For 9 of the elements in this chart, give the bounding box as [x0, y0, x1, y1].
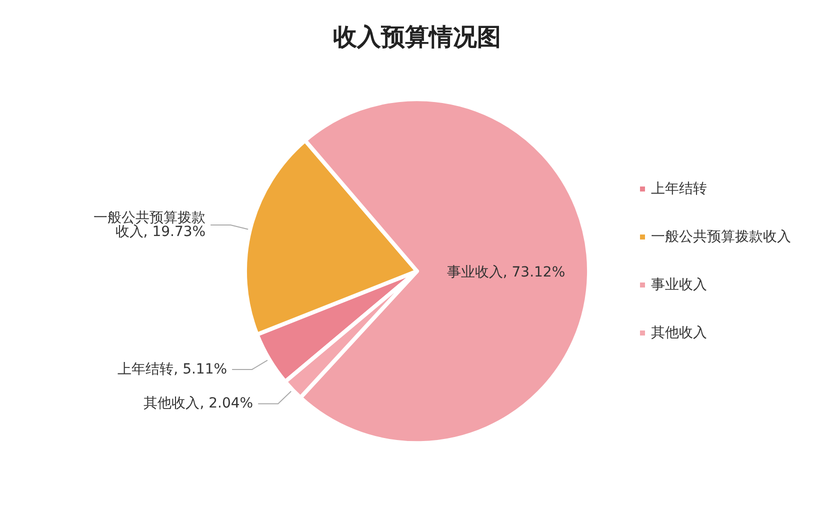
data-label: 其他收入, 2.04% [144, 396, 254, 412]
legend-label: 一般公共预算拨款收入 [651, 229, 791, 245]
legend-label: 上年结转 [651, 181, 707, 197]
data-label: 上年结转, 5.11% [118, 361, 228, 378]
chart-title: 收入预算情况图 [333, 23, 501, 51]
legend-label: 事业收入 [651, 277, 707, 293]
legend-label: 其他收入 [651, 325, 707, 341]
data-label: 事业收入, 73.12% [446, 264, 566, 281]
data-label: 一般公共预算拨款收入, 19.73% [94, 210, 206, 240]
